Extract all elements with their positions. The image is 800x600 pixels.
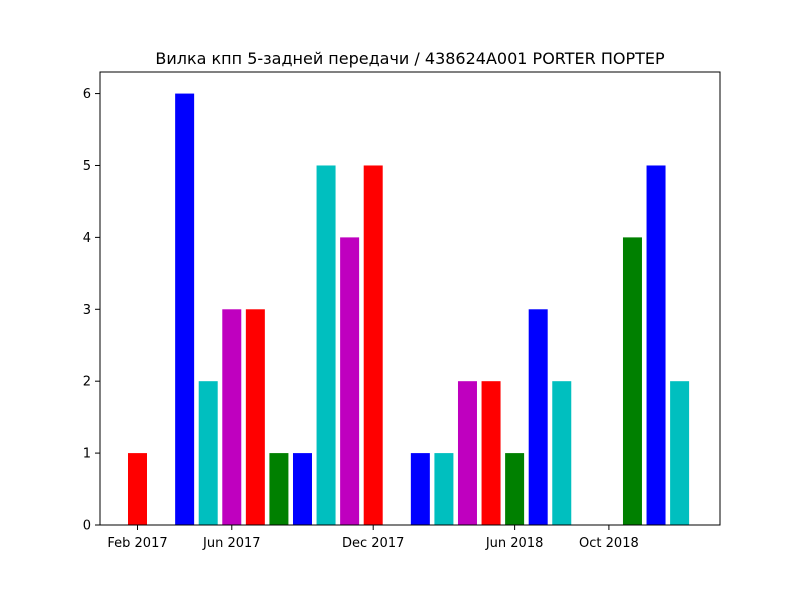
bar-2017-08: [269, 453, 289, 525]
y-tick-label-1: 1: [83, 447, 91, 462]
x-tick-label-2017-06: Jun 2017: [202, 536, 261, 551]
y-tick-label-5: 5: [83, 159, 91, 174]
bar-2017-12: [363, 165, 383, 526]
bar-2017-02: [128, 453, 147, 525]
bar-2019-01: [670, 381, 690, 525]
bar-2017-04: [175, 93, 195, 525]
plot-frame: [99, 71, 721, 526]
bar-2018-04: [457, 381, 477, 525]
bar-2017-06: [222, 309, 242, 525]
x-tick-label-2017-02: Feb 2017: [107, 536, 167, 551]
bar-2017-10: [316, 165, 336, 526]
bar-2017-11: [340, 237, 360, 525]
bar-2017-09: [292, 453, 312, 525]
chart-title: Вилка кпп 5-задней передачи / 438624A001…: [155, 49, 665, 68]
bar-2017-05: [198, 381, 218, 525]
bar-2018-02: [410, 453, 430, 525]
bar-2017-07: [245, 309, 265, 525]
bar-2018-07: [528, 309, 548, 525]
y-axis: 0 1 2 3 4 5 6: [83, 87, 100, 534]
y-tick-label-0: 0: [83, 519, 91, 534]
bar-2018-11: [622, 237, 642, 525]
y-tick-label-2: 2: [83, 375, 91, 390]
x-tick-label-2018-10: Oct 2018: [579, 536, 639, 551]
x-tick-label-2017-12: Dec 2017: [342, 536, 404, 551]
y-tick-label-4: 4: [83, 231, 91, 246]
y-tick-label-6: 6: [83, 87, 91, 102]
bar-2018-03: [434, 453, 454, 525]
y-tick-label-3: 3: [83, 303, 91, 318]
bar-2018-06: [505, 453, 525, 525]
x-axis: Feb 2017 Jun 2017 Dec 2017 Jun 2018 Oct 2018: [107, 525, 639, 551]
bar-2018-05: [481, 381, 501, 525]
bars-group: [128, 93, 690, 526]
x-tick-label-2018-06: Jun 2018: [485, 536, 544, 551]
bar-2018-08: [552, 381, 572, 525]
bar-2018-12: [646, 165, 666, 526]
